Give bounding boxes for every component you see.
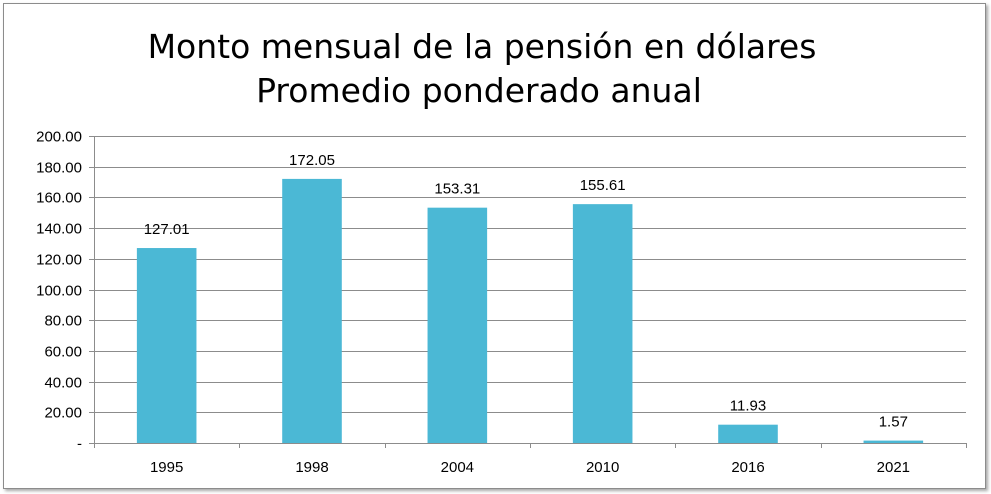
y-tick-label: 140.00 [36, 221, 82, 238]
bar-1995 [136, 248, 197, 443]
y-tick-label: 60.00 [44, 344, 82, 361]
chart-title: Monto mensual de la pensión en dólares [148, 27, 817, 66]
y-tick-label: 160.00 [36, 190, 82, 207]
data-label: 11.93 [730, 398, 766, 415]
bar-chart: Monto mensual de la pensión en dólares P… [36, 27, 967, 476]
chart-subtitle: Promedio ponderado anual [256, 71, 702, 110]
y-tick-label: 100.00 [36, 283, 82, 300]
x-tick-label: 1995 [150, 459, 183, 476]
bar-2016 [718, 424, 778, 443]
x-axis-ticks: 1995 1998 2004 2010 2016 2021 [150, 459, 910, 476]
y-tick-label: 120.00 [36, 252, 82, 269]
y-tick-label: 180.00 [36, 160, 82, 177]
y-tick-label: 20.00 [44, 405, 82, 422]
chart-frame: Monto mensual de la pensión en dólares P… [3, 3, 986, 489]
y-axis-ticks: - 20.00 40.00 60.00 80.00 100.00 120.00 140.00 1… [36, 129, 82, 453]
bar-2021 [863, 440, 924, 443]
data-label: 172.05 [289, 152, 335, 169]
data-label: 1.57 [879, 414, 908, 431]
bar-2004 [427, 207, 488, 443]
y-tick-label: - [77, 436, 82, 453]
bar-1998 [282, 178, 342, 443]
y-tick-label: 40.00 [44, 375, 82, 392]
y-tick-label: 80.00 [44, 313, 82, 330]
data-labels: 127.01 172.05 153.31 155.61 11.93 1.57 [144, 152, 908, 431]
x-tick-label: 2004 [441, 459, 474, 476]
data-label: 153.31 [434, 181, 480, 198]
x-tick-label: 2021 [877, 459, 910, 476]
data-label: 127.01 [144, 221, 190, 238]
data-label: 155.61 [580, 177, 626, 194]
gridlines [89, 136, 967, 448]
x-tick-label: 2010 [586, 459, 619, 476]
x-tick-label: 2016 [731, 459, 764, 476]
bars [136, 178, 924, 443]
y-tick-label: 200.00 [36, 129, 82, 146]
x-tick-label: 1998 [295, 459, 328, 476]
bar-2010 [572, 204, 633, 443]
